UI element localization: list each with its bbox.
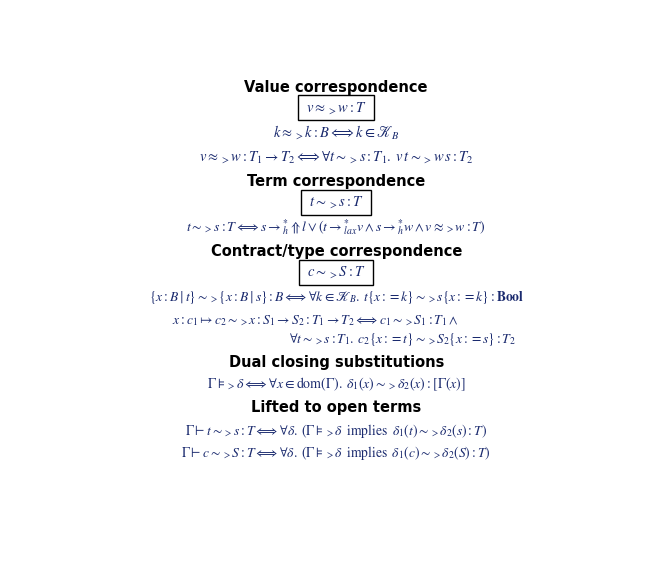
Text: $\Gamma \vdash t \sim_{>} s : T \Longleftrightarrow \forall \delta.\; (\Gamma \m: $\Gamma \vdash t \sim_{>} s : T \Longlef… [185,422,487,440]
Text: $\Gamma \models_{>} \delta \Longleftrightarrow \forall x \in \mathrm{dom}(\Gamma: $\Gamma \models_{>} \delta \Longleftrigh… [207,376,466,392]
Text: $t \sim_{>} s : T \Longleftrightarrow s \rightarrow^{*}_{h} {\Uparrow}l \vee (t : $t \sim_{>} s : T \Longleftrightarrow s … [186,218,486,237]
Text: $\forall t \sim_{>} s : T_1.\; c_2\{x := t\} \sim_{>} S_2\{x := s\} : T_2$: $\forall t \sim_{>} s : T_1.\; c_2\{x :=… [289,331,516,349]
Text: $\{x{:}B \mid t\} \sim_{>} \{x{:}B \mid s\} : B \Longleftrightarrow \forall k \i: $\{x{:}B \mid t\} \sim_{>} \{x{:}B \mid … [148,289,524,306]
Bar [301,190,371,215]
Text: $c \sim_{>} S : T$: $c \sim_{>} S : T$ [307,265,365,280]
Text: Term correspondence: Term correspondence [247,174,425,189]
Bar [299,260,373,285]
Text: $k \approx_{>} k : B \Longleftrightarrow k \in \mathscr{K}_B$: $k \approx_{>} k : B \Longleftrightarrow… [273,123,400,141]
Text: Lifted to open terms: Lifted to open terms [251,400,421,415]
Text: Contract/type correspondence: Contract/type correspondence [211,244,462,259]
Bar [298,95,375,120]
Text: $v \approx_{>} w : T_1 \to T_2 \Longleftrightarrow \forall t \sim_{>} s : T_1.\;: $v \approx_{>} w : T_1 \to T_2 \Longleft… [199,150,474,165]
Text: Value correspondence: Value correspondence [245,79,428,95]
Text: Dual closing substitutions: Dual closing substitutions [228,355,444,370]
Text: $t \sim_{>} s : T$: $t \sim_{>} s : T$ [309,194,363,210]
Text: $v \approx_{>} w : T$: $v \approx_{>} w : T$ [306,100,367,116]
Text: $\Gamma \vdash c \sim_{>} S : T \Longleftrightarrow \forall \delta.\; (\Gamma \m: $\Gamma \vdash c \sim_{>} S : T \Longlef… [181,444,491,462]
Text: $x{:}c_1 \mapsto c_2 \sim_{>} x{:}S_1 \to S_2 : T_1 \to T_2 \Longleftrightarrow : $x{:}c_1 \mapsto c_2 \sim_{>} x{:}S_1 \t… [173,314,459,328]
